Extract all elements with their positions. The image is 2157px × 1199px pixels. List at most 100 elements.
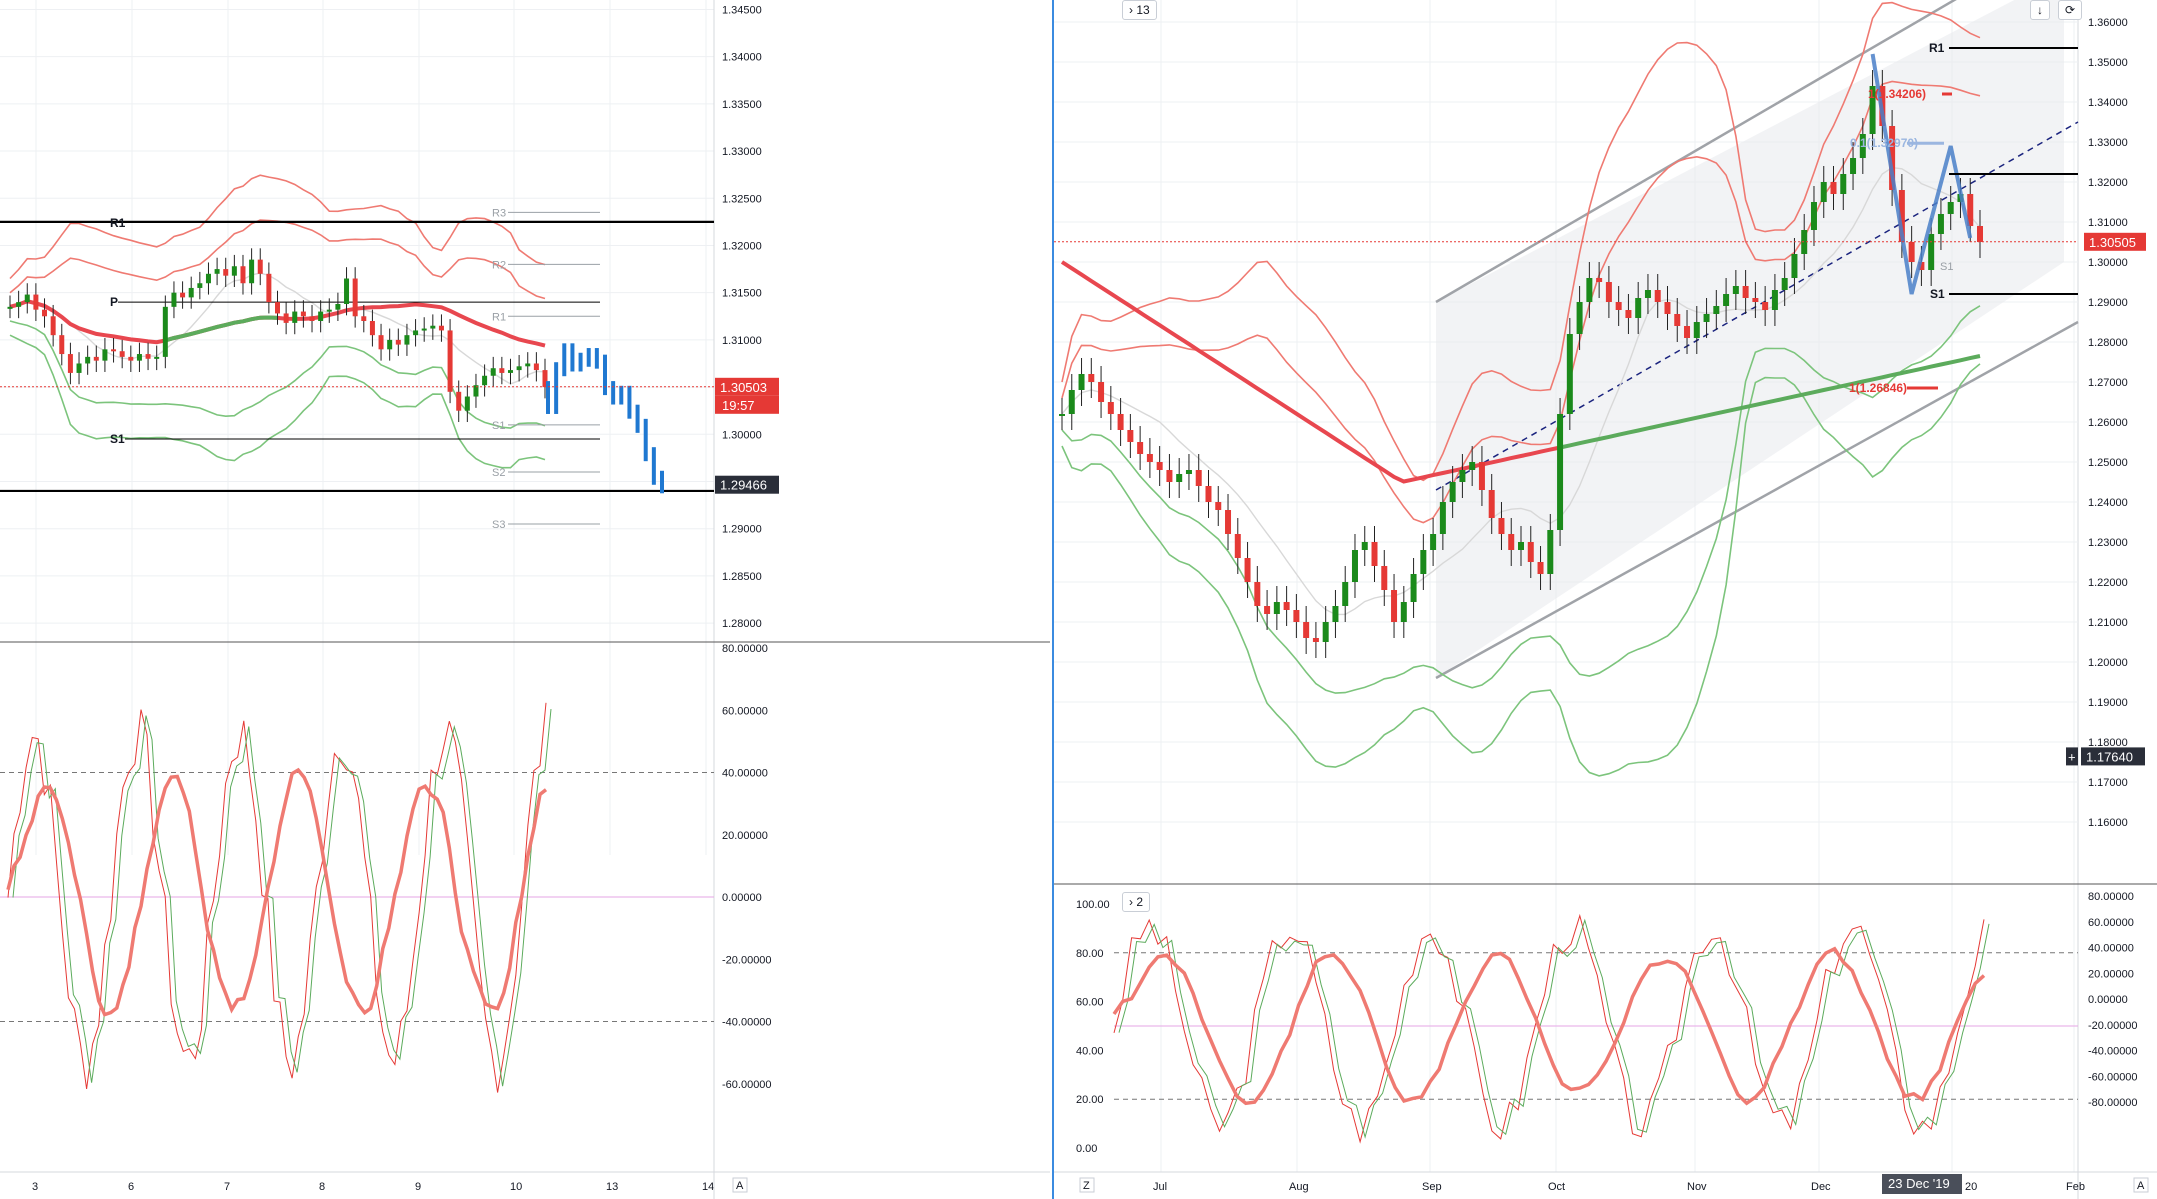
- pivot-S1-grey-label: S1: [1940, 261, 1953, 273]
- candle-body: [542, 370, 548, 388]
- candle-body: [1068, 390, 1075, 414]
- candle-body: [326, 309, 332, 312]
- ma-thick-green: [164, 315, 278, 343]
- osc-line-green: [12, 709, 552, 1087]
- candle-body: [50, 316, 56, 336]
- candle-body: [180, 292, 186, 298]
- osc-right-tick: -80.00000: [2088, 1097, 2138, 1109]
- time-tick-label: Feb: [2066, 1181, 2085, 1193]
- upper-band: [1061, 80, 1981, 524]
- candle-body: [24, 294, 30, 303]
- candle-body: [76, 363, 82, 373]
- candle-body: [111, 349, 117, 352]
- price-tick-label: 1.25000: [2088, 457, 2128, 469]
- osc-line-red: [7, 702, 547, 1093]
- candle-body: [1205, 486, 1212, 502]
- crosshair-plus-icon: +: [2068, 749, 2076, 764]
- osc-collapse-label: 2: [1136, 895, 1144, 909]
- price-tick-label: 1.27000: [2088, 377, 2128, 389]
- price-tick-label: 1.21000: [2088, 617, 2128, 629]
- candle-body: [93, 356, 99, 361]
- right-collapse-button[interactable]: › 13: [1122, 0, 1157, 20]
- upper-band: [1061, 1, 1981, 482]
- candle-body: [275, 302, 280, 314]
- time-tick-label: 3: [32, 1181, 38, 1193]
- lower-band: [9, 320, 546, 429]
- candle-body: [1918, 262, 1925, 270]
- ma200-red: [1060, 260, 1561, 484]
- candle-body: [1850, 158, 1857, 174]
- candle-body: [102, 349, 108, 361]
- candle-body: [1176, 474, 1183, 482]
- osc-tick-label: 80.00000: [722, 643, 768, 655]
- time-tick-label: 7: [224, 1181, 230, 1193]
- refresh-icon: ⟳: [2065, 3, 2076, 17]
- pivot-S1-label: S1: [1930, 287, 1945, 301]
- candle-body: [240, 266, 246, 284]
- price-tick-label: 1.34500: [722, 4, 762, 16]
- price-tick-label: 1.26000: [2088, 417, 2128, 429]
- z-toggle-label: Z: [1083, 1180, 1090, 1192]
- upper-band: [9, 174, 546, 280]
- price-tick-label: 1.31000: [2088, 217, 2128, 229]
- pivot-label-R1: R1: [492, 311, 506, 323]
- candle-body: [1928, 234, 1935, 270]
- candle-body: [231, 266, 237, 276]
- projection-price-text: 1.29466: [720, 478, 767, 493]
- candle-body: [1644, 290, 1651, 298]
- right-collapse-label: 13: [1136, 3, 1150, 17]
- price-tick-label: 1.29000: [722, 524, 762, 536]
- candle-body: [1498, 518, 1505, 534]
- candle-body: [1312, 638, 1319, 642]
- projection-bar: [578, 352, 583, 372]
- candle-body: [1342, 582, 1349, 606]
- candle-body: [1937, 214, 1944, 234]
- candle-body: [352, 278, 358, 317]
- pivot-label-S2: S2: [492, 467, 505, 479]
- candle-body: [430, 325, 436, 329]
- osc-tick-label: -40.00000: [722, 1017, 772, 1029]
- osc-collapse-button[interactable]: › 2: [1122, 892, 1151, 912]
- osc-thick-line: [1112, 946, 1986, 1106]
- candle-body: [344, 278, 350, 305]
- candle-body: [1566, 334, 1573, 414]
- time-tick-label: 14: [702, 1181, 714, 1193]
- candle-body: [1215, 502, 1222, 510]
- price-tick-label: 1.33000: [2088, 137, 2128, 149]
- osc-right-tick: -60.00000: [2088, 1071, 2138, 1083]
- candle-body: [456, 391, 462, 411]
- last-price-text: 1.30503: [720, 380, 767, 395]
- projection-bar: [594, 348, 599, 369]
- candle-body: [1674, 314, 1681, 326]
- last-price-badge: [715, 377, 779, 396]
- projection-bar: [643, 418, 648, 462]
- right-chart[interactable]: 1.36000 1.35000 1.34000 1.33000 1.32000 1.310…: [1054, 0, 2157, 1199]
- price-tick-label: 1.34000: [722, 52, 762, 64]
- refresh-button[interactable]: ⟳: [2058, 0, 2083, 20]
- channel-fill: [1436, 0, 2064, 678]
- candle-body: [1625, 310, 1632, 318]
- candle-body: [1859, 134, 1866, 158]
- price-plot-bg: [0, 0, 714, 1199]
- time-tick-label: 8: [319, 1181, 325, 1193]
- candle-body: [1264, 606, 1271, 614]
- candle-body: [1430, 534, 1437, 550]
- time-tick-label: 13: [606, 1181, 618, 1193]
- candle-body: [1723, 294, 1730, 306]
- candle-body: [292, 311, 298, 323]
- candle-body: [1254, 582, 1261, 606]
- candle-body: [525, 363, 531, 367]
- download-button[interactable]: ↓: [2030, 0, 2050, 20]
- left-chart[interactable]: 1.34500 1.34000 1.33500 1.33000 1.32500 1.320…: [0, 0, 1050, 1199]
- scale-toggle-box: [2133, 1177, 2149, 1193]
- candle-body: [369, 321, 375, 336]
- candle-body: [1478, 462, 1485, 490]
- price-tick-label: 1.31000: [722, 335, 762, 347]
- candle-body: [1410, 574, 1417, 602]
- pane-divider[interactable]: [1052, 0, 1054, 1199]
- candle-body: [1830, 182, 1837, 194]
- candle-body: [335, 304, 341, 310]
- time-tick-label: Sep: [1422, 1181, 1442, 1193]
- candle-body: [283, 313, 289, 323]
